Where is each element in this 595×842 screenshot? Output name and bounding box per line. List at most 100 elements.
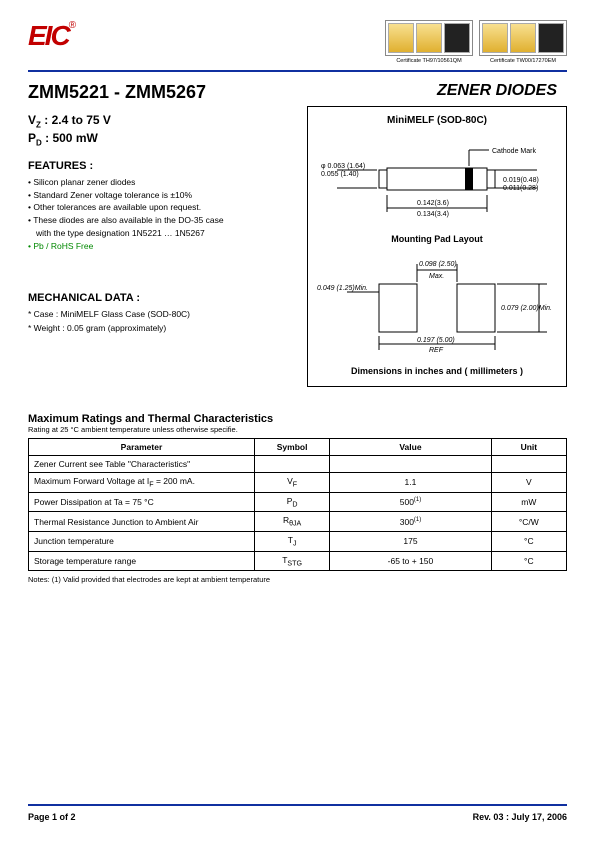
mech-item: Case : MiniMELF Glass Case (SOD-80C) — [28, 308, 293, 322]
cell: V — [491, 473, 566, 493]
feature-rohs: Pb / RoHS Free — [28, 240, 293, 253]
cert-2-label: Certificate TW00/17270EM — [490, 58, 556, 64]
package-diagram: MiniMELF (SOD-80C) Cathode Mark φ 0.063 … — [307, 106, 567, 387]
dim-d2: 0.055 (1.40) — [321, 171, 359, 178]
cell — [254, 456, 329, 473]
cert-1-badges — [385, 20, 473, 56]
th-value: Value — [330, 439, 491, 456]
left-column: ZMM5221 - ZMM5267 VZ : 2.4 to 75 V PD : … — [28, 82, 293, 387]
badge-icon — [444, 23, 470, 53]
feature-item: with the type designation 1N5221 … 1N526… — [28, 227, 293, 240]
cell: 1.1 — [330, 473, 491, 493]
cell: °C/W — [491, 512, 566, 532]
table-row: Power Dissipation at Ta = 75 °C PD 500(1… — [29, 492, 567, 512]
cell: mW — [491, 492, 566, 512]
cert-2: Certificate TW00/17270EM — [479, 20, 567, 64]
feature-item: Silicon planar zener diodes — [28, 176, 293, 189]
vz-val: : 2.4 to 75 V — [41, 113, 111, 127]
table-row: Storage temperature range TSTG -65 to + … — [29, 551, 567, 571]
logo: EIC ® — [28, 20, 76, 52]
badge-icon — [510, 23, 536, 53]
ratings-table: Parameter Symbol Value Unit Zener Curren… — [28, 438, 567, 571]
cell — [491, 456, 566, 473]
cell: Maximum Forward Voltage at IF = 200 mA. — [29, 473, 255, 493]
cell: Junction temperature — [29, 532, 255, 552]
cell: 500(1) — [330, 492, 491, 512]
feature-item: These diodes are also available in the D… — [28, 214, 293, 227]
revision: Rev. 03 : July 17, 2006 — [473, 812, 567, 822]
feature-item: Other tolerances are available upon requ… — [28, 201, 293, 214]
features-head: FEATURES : — [28, 160, 293, 172]
table-row: Junction temperature TJ 175 °C — [29, 532, 567, 552]
cell: -65 to + 150 — [330, 551, 491, 571]
mech-list: Case : MiniMELF Glass Case (SOD-80C) Wei… — [28, 308, 293, 335]
features-list: Silicon planar zener diodes Standard Zen… — [28, 176, 293, 253]
cert-1-label: Certificate TH97/10561QM — [396, 58, 461, 64]
table-body: Zener Current see Table "Characteristics… — [29, 456, 567, 571]
th-symbol: Symbol — [254, 439, 329, 456]
mount-drawing: 0.098 (2.50) Max. 0.049 (1.25)Min. 0.079… — [317, 254, 557, 354]
th-param: Parameter — [29, 439, 255, 456]
badge-icon — [388, 23, 414, 53]
dim-d5: 0.142(3.6) — [417, 200, 449, 207]
table-row: Maximum Forward Voltage at IF = 200 mA. … — [29, 473, 567, 493]
cell: Zener Current see Table "Characteristics… — [29, 456, 255, 473]
cell — [330, 456, 491, 473]
dim-note: Dimensions in inches and ( millimeters ) — [314, 366, 560, 376]
part-title: ZMM5221 - ZMM5267 — [28, 82, 293, 103]
cell: TSTG — [254, 551, 329, 571]
cell: RθJA — [254, 512, 329, 532]
pd-val: : 500 mW — [42, 131, 98, 145]
notes: Notes: (1) Valid provided that electrode… — [28, 575, 567, 584]
mount-title: Mounting Pad Layout — [314, 234, 560, 244]
diagram-title: MiniMELF (SOD-80C) — [314, 115, 560, 126]
vz-spec: VZ : 2.4 to 75 V — [28, 113, 293, 129]
pd-spec: PD : 500 mW — [28, 131, 293, 147]
logo-text: EIC — [28, 20, 69, 52]
dim-m3: 0.079 (2.00)Min. — [501, 305, 552, 312]
dim-d4: 0.011(0.28) — [503, 185, 538, 192]
dim-m2b: Max. — [429, 273, 444, 280]
cell: 300(1) — [330, 512, 491, 532]
dim-d1: φ 0.063 (1.64) — [321, 163, 365, 170]
dim-m4: 0.197 (5.00) — [417, 337, 455, 344]
feature-item: Standard Zener voltage tolerance is ±10% — [28, 189, 293, 202]
footer: Page 1 of 2 Rev. 03 : July 17, 2006 — [28, 804, 567, 822]
cert-2-badges — [479, 20, 567, 56]
package-drawing: Cathode Mark φ 0.063 (1.64) 0.055 (1.40)… — [317, 140, 557, 220]
right-column: ZENER DIODES MiniMELF (SOD-80C) Cathode … — [307, 82, 567, 387]
cathode-label: Cathode Mark — [492, 148, 536, 155]
zener-title: ZENER DIODES — [307, 82, 567, 100]
badge-icon — [416, 23, 442, 53]
dim-m4b: REF — [429, 347, 444, 354]
cell: TJ — [254, 532, 329, 552]
cell: °C — [491, 532, 566, 552]
dim-d6: 0.134(3.4) — [417, 211, 449, 218]
ratings-head: Maximum Ratings and Thermal Characterist… — [28, 413, 567, 425]
certificates: Certificate TH97/10561QM Certificate TW0… — [385, 20, 567, 64]
pd-label: P — [28, 131, 36, 145]
badge-icon — [482, 23, 508, 53]
cell: 175 — [330, 532, 491, 552]
cell: Power Dissipation at Ta = 75 °C — [29, 492, 255, 512]
vz-label: V — [28, 113, 36, 127]
cell: Thermal Resistance Junction to Ambient A… — [29, 512, 255, 532]
ratings-sub: Rating at 25 °C ambient temperature unle… — [28, 425, 567, 434]
cert-1: Certificate TH97/10561QM — [385, 20, 473, 64]
divider — [28, 70, 567, 72]
header: EIC ® Certificate TH97/10561QM Certifica… — [28, 20, 567, 64]
badge-icon — [538, 23, 564, 53]
dim-m2: 0.098 (2.50) — [419, 261, 457, 268]
table-header-row: Parameter Symbol Value Unit — [29, 439, 567, 456]
dim-d3: 0.019(0.48) — [503, 177, 539, 184]
th-unit: Unit — [491, 439, 566, 456]
cell: VF — [254, 473, 329, 493]
cell: PD — [254, 492, 329, 512]
table-row: Zener Current see Table "Characteristics… — [29, 456, 567, 473]
logo-reg: ® — [69, 20, 76, 31]
mech-item: Weight : 0.05 gram (approximately) — [28, 322, 293, 336]
table-row: Thermal Resistance Junction to Ambient A… — [29, 512, 567, 532]
page-num: Page 1 of 2 — [28, 812, 76, 822]
dim-m1: 0.049 (1.25)Min. — [317, 285, 368, 292]
cell: Storage temperature range — [29, 551, 255, 571]
